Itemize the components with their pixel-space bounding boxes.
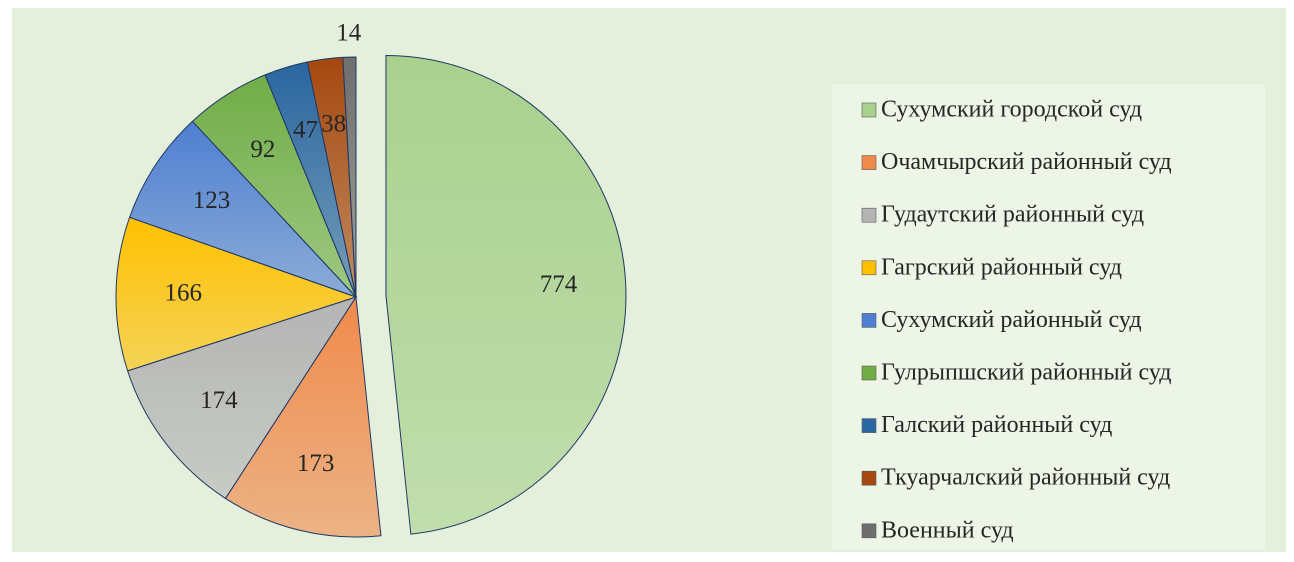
legend-label: Военный суд [881,517,1014,543]
data-label: 14 [336,20,362,47]
data-label: 92 [250,136,275,163]
pie-slice [128,120,357,298]
legend-swatch [861,523,877,539]
legend-label: Ткуарчалский районный суд [881,465,1170,491]
legend [832,84,1265,549]
legend-label: Гулрыпшский районный суд [881,360,1172,386]
pie-slice [115,216,358,372]
legend-label: Сухумский городской суд [881,97,1142,123]
legend-swatch [861,260,877,276]
pie-slice [385,54,627,535]
data-label: 38 [321,110,346,137]
data-label: 173 [297,450,335,477]
pie-slice [342,56,357,298]
legend-label: Гагрский районный суд [881,254,1122,280]
legend-swatch [861,418,877,433]
legend-swatch [861,365,877,381]
legend-label: Гудаутский районный суд [881,202,1144,228]
legend-label: Галский районный суд [881,412,1112,438]
data-label: 123 [193,187,231,214]
legend-swatch [861,313,877,328]
data-label: 774 [540,271,578,298]
data-label: 166 [164,280,202,307]
legend-label: Сухумский районный суд [881,307,1142,333]
data-label: 47 [293,116,318,143]
legend-swatch [861,102,877,118]
data-label: 174 [200,387,238,414]
legend-swatch [861,207,877,223]
pie-slice [224,295,382,538]
legend-label: Очамчырский районный суд [881,149,1172,175]
legend-swatch [861,155,877,170]
pie-slice [127,296,358,500]
legend-swatch [861,470,877,486]
